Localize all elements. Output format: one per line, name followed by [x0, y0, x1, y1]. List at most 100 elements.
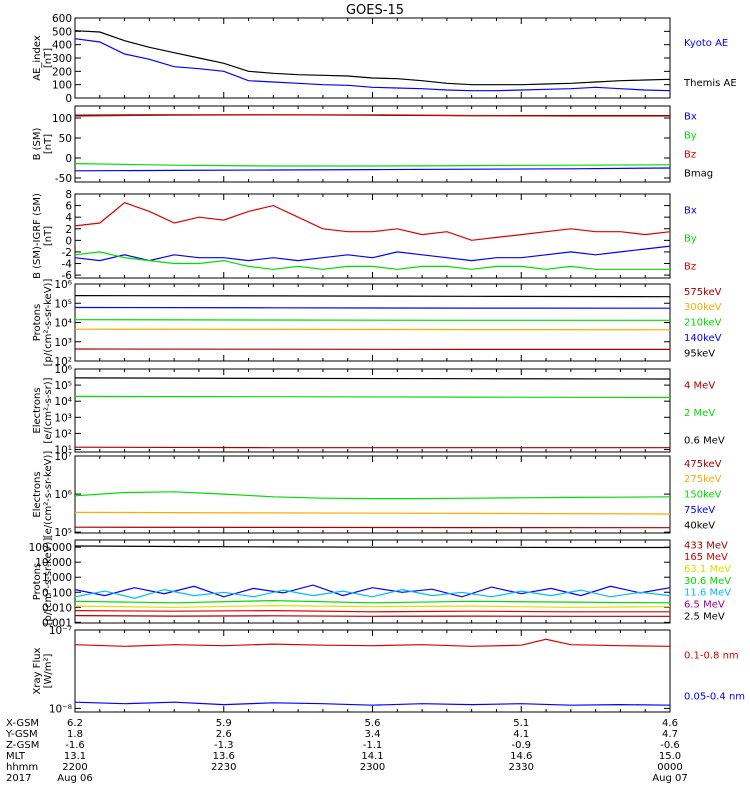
y-tick-label: -2 — [62, 247, 72, 259]
y-tick-label: 10.000 — [35, 557, 72, 569]
series-line-5 — [74, 609, 670, 613]
legend-entry: Bx — [684, 206, 697, 217]
x-axis-value: 0000 — [657, 762, 682, 773]
legend-entry: Bz — [684, 262, 696, 273]
y-tick-label: 2 — [65, 224, 72, 236]
series-line-1 — [74, 511, 671, 515]
legend-entry: 95keV — [684, 348, 715, 359]
y-axis-label: B (SM) — [32, 127, 43, 160]
series-line-1 — [74, 245, 671, 262]
x-axis-value: -1.1 — [363, 740, 383, 751]
y-axis-label: Electrons — [32, 387, 43, 433]
series-line-1 — [74, 306, 671, 309]
x-axis-value: 2300 — [360, 762, 385, 773]
y-tick-label: 10² — [54, 428, 72, 440]
y-axis-label: Protons — [32, 304, 43, 341]
series-line-1 — [74, 584, 671, 598]
series-line-1 — [74, 38, 671, 92]
x-axis-row-label: 2017 — [6, 773, 31, 784]
x-axis-row-label: Z-GSM — [6, 740, 39, 751]
y-tick-label: 10⁵ — [54, 380, 72, 392]
y-tick-label: -6 — [62, 270, 73, 282]
x-axis-value: 13.1 — [64, 751, 86, 762]
legend-entry: 0.1-0.8 nm — [684, 651, 739, 662]
series-line-0 — [74, 295, 671, 298]
y-tick-label: 10⁶ — [54, 364, 72, 376]
figure-title: GOES-15 — [346, 3, 404, 18]
x-axis-value: Aug 06 — [57, 773, 92, 784]
series-line-3 — [74, 599, 671, 604]
legend-entry: 210keV — [684, 318, 722, 329]
x-axis-value: 14.1 — [361, 751, 383, 762]
series-line-0 — [74, 30, 671, 86]
series-line-0 — [74, 202, 671, 241]
x-axis-value: 2200 — [62, 762, 87, 773]
y-tick-label: 0 — [65, 153, 72, 165]
legend-entry: 165 MeV — [684, 552, 728, 563]
series-line-0 — [74, 491, 671, 500]
x-axis-value: Aug 07 — [652, 773, 687, 784]
y-tick-label: 10⁵ — [54, 527, 72, 539]
legend-entry: 433 MeV — [684, 540, 728, 551]
series-line-4 — [74, 604, 671, 608]
panel-3: 10² 10³ 10⁴ 10⁵ 10⁶ Protons [p/(cm²-s-sr-keV)]… — [32, 279, 722, 368]
y-tick-label: 100 — [52, 113, 72, 125]
x-axis-value: 2330 — [509, 762, 534, 773]
x-axis-value: 1.8 — [67, 729, 83, 740]
series-line-3 — [74, 167, 671, 172]
series-line-1 — [74, 701, 671, 706]
y-axis-label: [e/(cm²-s-sr)] — [43, 377, 54, 443]
y-tick-label: 300 — [52, 53, 72, 65]
legend-entry: 475keV — [684, 459, 722, 470]
y-axis-label: [e/(cm²-s-sr-keV)] — [43, 451, 54, 539]
panel-frame — [74, 455, 671, 534]
legend-entry: 6.5 MeV — [684, 600, 725, 611]
y-tick-label: 0.100 — [42, 587, 72, 599]
legend-entry: Kyoto AE — [684, 38, 728, 49]
y-tick-label: 10⁴ — [54, 396, 72, 408]
series-line-1 — [74, 395, 671, 399]
y-tick-label: 10³ — [54, 337, 72, 349]
legend-entry: Bmag — [684, 168, 713, 179]
legend-entry: 0.6 MeV — [684, 436, 725, 447]
x-axis-row-label: Y-GSM — [5, 729, 38, 740]
y-tick-label: 10¹ — [54, 445, 72, 457]
legend-entry: 11.6 MeV — [684, 588, 731, 599]
y-tick-label: 50 — [59, 133, 72, 145]
x-axis-value: 4.7 — [662, 729, 678, 740]
y-tick-label: 10³ — [54, 412, 72, 424]
y-axis-label: Electrons — [32, 471, 43, 517]
y-tick-label: 10⁴ — [54, 318, 72, 330]
panel-5: 10⁵ 10⁶ 10⁷ Electrons [e/(cm²-s-sr-keV)] 475k… — [32, 451, 722, 540]
y-tick-label: 8 — [65, 189, 72, 201]
series-line-1 — [74, 114, 670, 117]
y-tick-label: 100.000 — [29, 542, 72, 554]
y-axis-label: [nT] — [43, 226, 54, 246]
y-axis-label: [p/(cm²-s-sr-keV)] — [43, 279, 54, 367]
panel-frame — [74, 629, 671, 713]
series-line-6 — [74, 615, 670, 617]
y-axis-label: Protons — [32, 563, 43, 600]
y-tick-label: 0 — [65, 235, 72, 247]
legend-entry: 300keV — [684, 302, 722, 313]
x-axis-value: -1.6 — [65, 740, 85, 751]
y-tick-label: 100 — [52, 80, 72, 92]
y-tick-label: 4 — [65, 212, 72, 224]
y-tick-label: 10⁶ — [54, 279, 72, 291]
x-axis-value: -1.3 — [214, 740, 234, 751]
legend-entry: 75keV — [684, 505, 715, 516]
x-axis-row-label: MLT — [6, 751, 26, 762]
legend-entry: Themis AE — [683, 78, 737, 89]
y-tick-label: 500 — [52, 26, 72, 38]
legend-entry: 140keV — [684, 333, 722, 344]
y-tick-label: 0 — [65, 93, 72, 105]
legend-entry: 275keV — [684, 474, 722, 485]
x-axis-value: 5.6 — [365, 718, 381, 729]
x-axis-value: 2.6 — [216, 729, 232, 740]
y-axis-label: B (SM)-IGRF (SM) — [32, 193, 43, 279]
y-tick-label: 600 — [52, 13, 72, 25]
y-tick-label: 10⁻⁸ — [49, 703, 72, 715]
legend-entry: By — [684, 130, 697, 141]
